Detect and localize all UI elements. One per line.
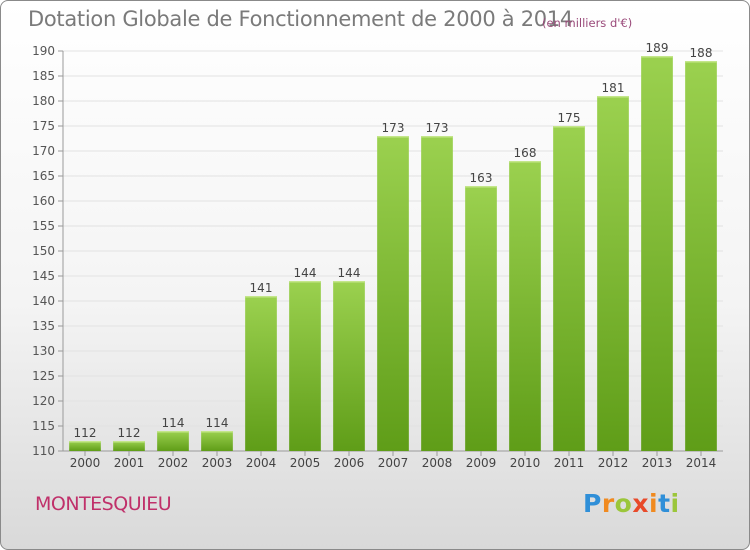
y-tick-label: 145 bbox=[32, 269, 55, 283]
bar-2013 bbox=[641, 56, 673, 451]
y-tick-label: 135 bbox=[32, 319, 55, 333]
y-tick-label: 175 bbox=[32, 119, 55, 133]
bar-2000 bbox=[69, 441, 101, 451]
bar-2010 bbox=[509, 161, 541, 451]
logo-letter: x bbox=[632, 489, 649, 518]
data-label: 163 bbox=[470, 171, 493, 185]
data-label: 114 bbox=[162, 416, 185, 430]
logo-letter: P bbox=[583, 489, 602, 518]
y-tick-label: 190 bbox=[32, 44, 55, 58]
bar-2006 bbox=[333, 281, 365, 451]
bar-highlight bbox=[201, 431, 233, 433]
data-label: 112 bbox=[118, 426, 141, 440]
bar-highlight bbox=[465, 186, 497, 188]
data-label: 188 bbox=[690, 46, 713, 60]
bar-2003 bbox=[201, 431, 233, 451]
bar-highlight bbox=[597, 96, 629, 98]
logo-letter: o bbox=[614, 489, 633, 518]
y-tick-label: 115 bbox=[32, 419, 55, 433]
y-tick-label: 110 bbox=[32, 444, 55, 458]
x-tick-label: 2009 bbox=[466, 456, 497, 470]
x-tick-label: 2011 bbox=[554, 456, 585, 470]
x-tick-labels: 2000 2001 2002 2003 2004 2005 2006 2007 2008 2009… bbox=[70, 451, 717, 470]
y-tick-label: 185 bbox=[32, 69, 55, 83]
bar-2001 bbox=[113, 441, 145, 451]
data-label: 175 bbox=[558, 111, 581, 125]
commune-name: MONTESQUIEU bbox=[35, 493, 172, 515]
bar-highlight bbox=[641, 56, 673, 58]
x-tick-label: 2001 bbox=[114, 456, 145, 470]
y-tick-label: 125 bbox=[32, 369, 55, 383]
y-tick-label: 180 bbox=[32, 94, 55, 108]
bar-2011 bbox=[553, 126, 585, 451]
bar-highlight bbox=[509, 161, 541, 163]
y-tick-label: 120 bbox=[32, 394, 55, 408]
data-label: 114 bbox=[206, 416, 229, 430]
data-label: 144 bbox=[294, 266, 317, 280]
x-tick-label: 2008 bbox=[422, 456, 453, 470]
y-tick-label: 160 bbox=[32, 194, 55, 208]
data-labels: 112 112 114 114 141 144 144 173 173 163 168 175 181 1… bbox=[74, 41, 713, 440]
bar-highlight bbox=[685, 61, 717, 63]
data-label: 181 bbox=[602, 81, 625, 95]
logo-letter: t bbox=[658, 489, 671, 518]
data-label: 144 bbox=[338, 266, 361, 280]
x-tick-label: 2000 bbox=[70, 456, 101, 470]
bar-2009 bbox=[465, 186, 497, 451]
logo-letter: i bbox=[649, 489, 659, 518]
data-label: 189 bbox=[646, 41, 669, 55]
y-tick-labels: 110 115 120 125 130 135 140 145 150 155 160 165 170 1… bbox=[32, 44, 55, 458]
bar-highlight bbox=[289, 281, 321, 283]
x-tick-label: 2006 bbox=[334, 456, 365, 470]
y-tick-label: 140 bbox=[32, 294, 55, 308]
bar-highlight bbox=[157, 431, 189, 433]
logo-letter: i bbox=[670, 489, 680, 518]
x-tick-label: 2005 bbox=[290, 456, 321, 470]
data-label: 112 bbox=[74, 426, 97, 440]
bar-highlight bbox=[377, 136, 409, 138]
bar-2008 bbox=[421, 136, 453, 451]
data-label: 173 bbox=[426, 121, 449, 135]
x-tick-label: 2013 bbox=[642, 456, 673, 470]
bar-highlight bbox=[245, 296, 277, 298]
x-tick-label: 2010 bbox=[510, 456, 541, 470]
unit-note: (en milliers d'€) bbox=[542, 16, 633, 30]
bar-2014 bbox=[685, 61, 717, 451]
bar-2007 bbox=[377, 136, 409, 451]
y-tick-label: 150 bbox=[32, 244, 55, 258]
bar-highlight bbox=[333, 281, 365, 283]
bar-2012 bbox=[597, 96, 629, 451]
bar-2005 bbox=[289, 281, 321, 451]
y-tick-label: 165 bbox=[32, 169, 55, 183]
bar-highlight bbox=[69, 441, 101, 443]
bar-highlight bbox=[553, 126, 585, 128]
bar-highlight bbox=[113, 441, 145, 443]
data-label: 173 bbox=[382, 121, 405, 135]
x-tick-label: 2004 bbox=[246, 456, 277, 470]
x-tick-label: 2003 bbox=[202, 456, 233, 470]
bar-2002 bbox=[157, 431, 189, 451]
y-tick-label: 170 bbox=[32, 144, 55, 158]
chart-title: Dotation Globale de Fonctionnement de 20… bbox=[28, 7, 573, 31]
y-tick-label: 130 bbox=[32, 344, 55, 358]
x-tick-label: 2007 bbox=[378, 456, 409, 470]
bar-highlight bbox=[421, 136, 453, 138]
y-tick-label: 155 bbox=[32, 219, 55, 233]
bar-2004 bbox=[245, 296, 277, 451]
data-label: 168 bbox=[514, 146, 537, 160]
x-tick-label: 2002 bbox=[158, 456, 189, 470]
bars bbox=[69, 56, 717, 451]
x-tick-label: 2012 bbox=[598, 456, 629, 470]
x-tick-label: 2014 bbox=[686, 456, 717, 470]
proxiti-logo: Proxiti bbox=[583, 489, 680, 518]
data-label: 141 bbox=[250, 281, 273, 295]
logo-letter: r bbox=[601, 489, 615, 518]
